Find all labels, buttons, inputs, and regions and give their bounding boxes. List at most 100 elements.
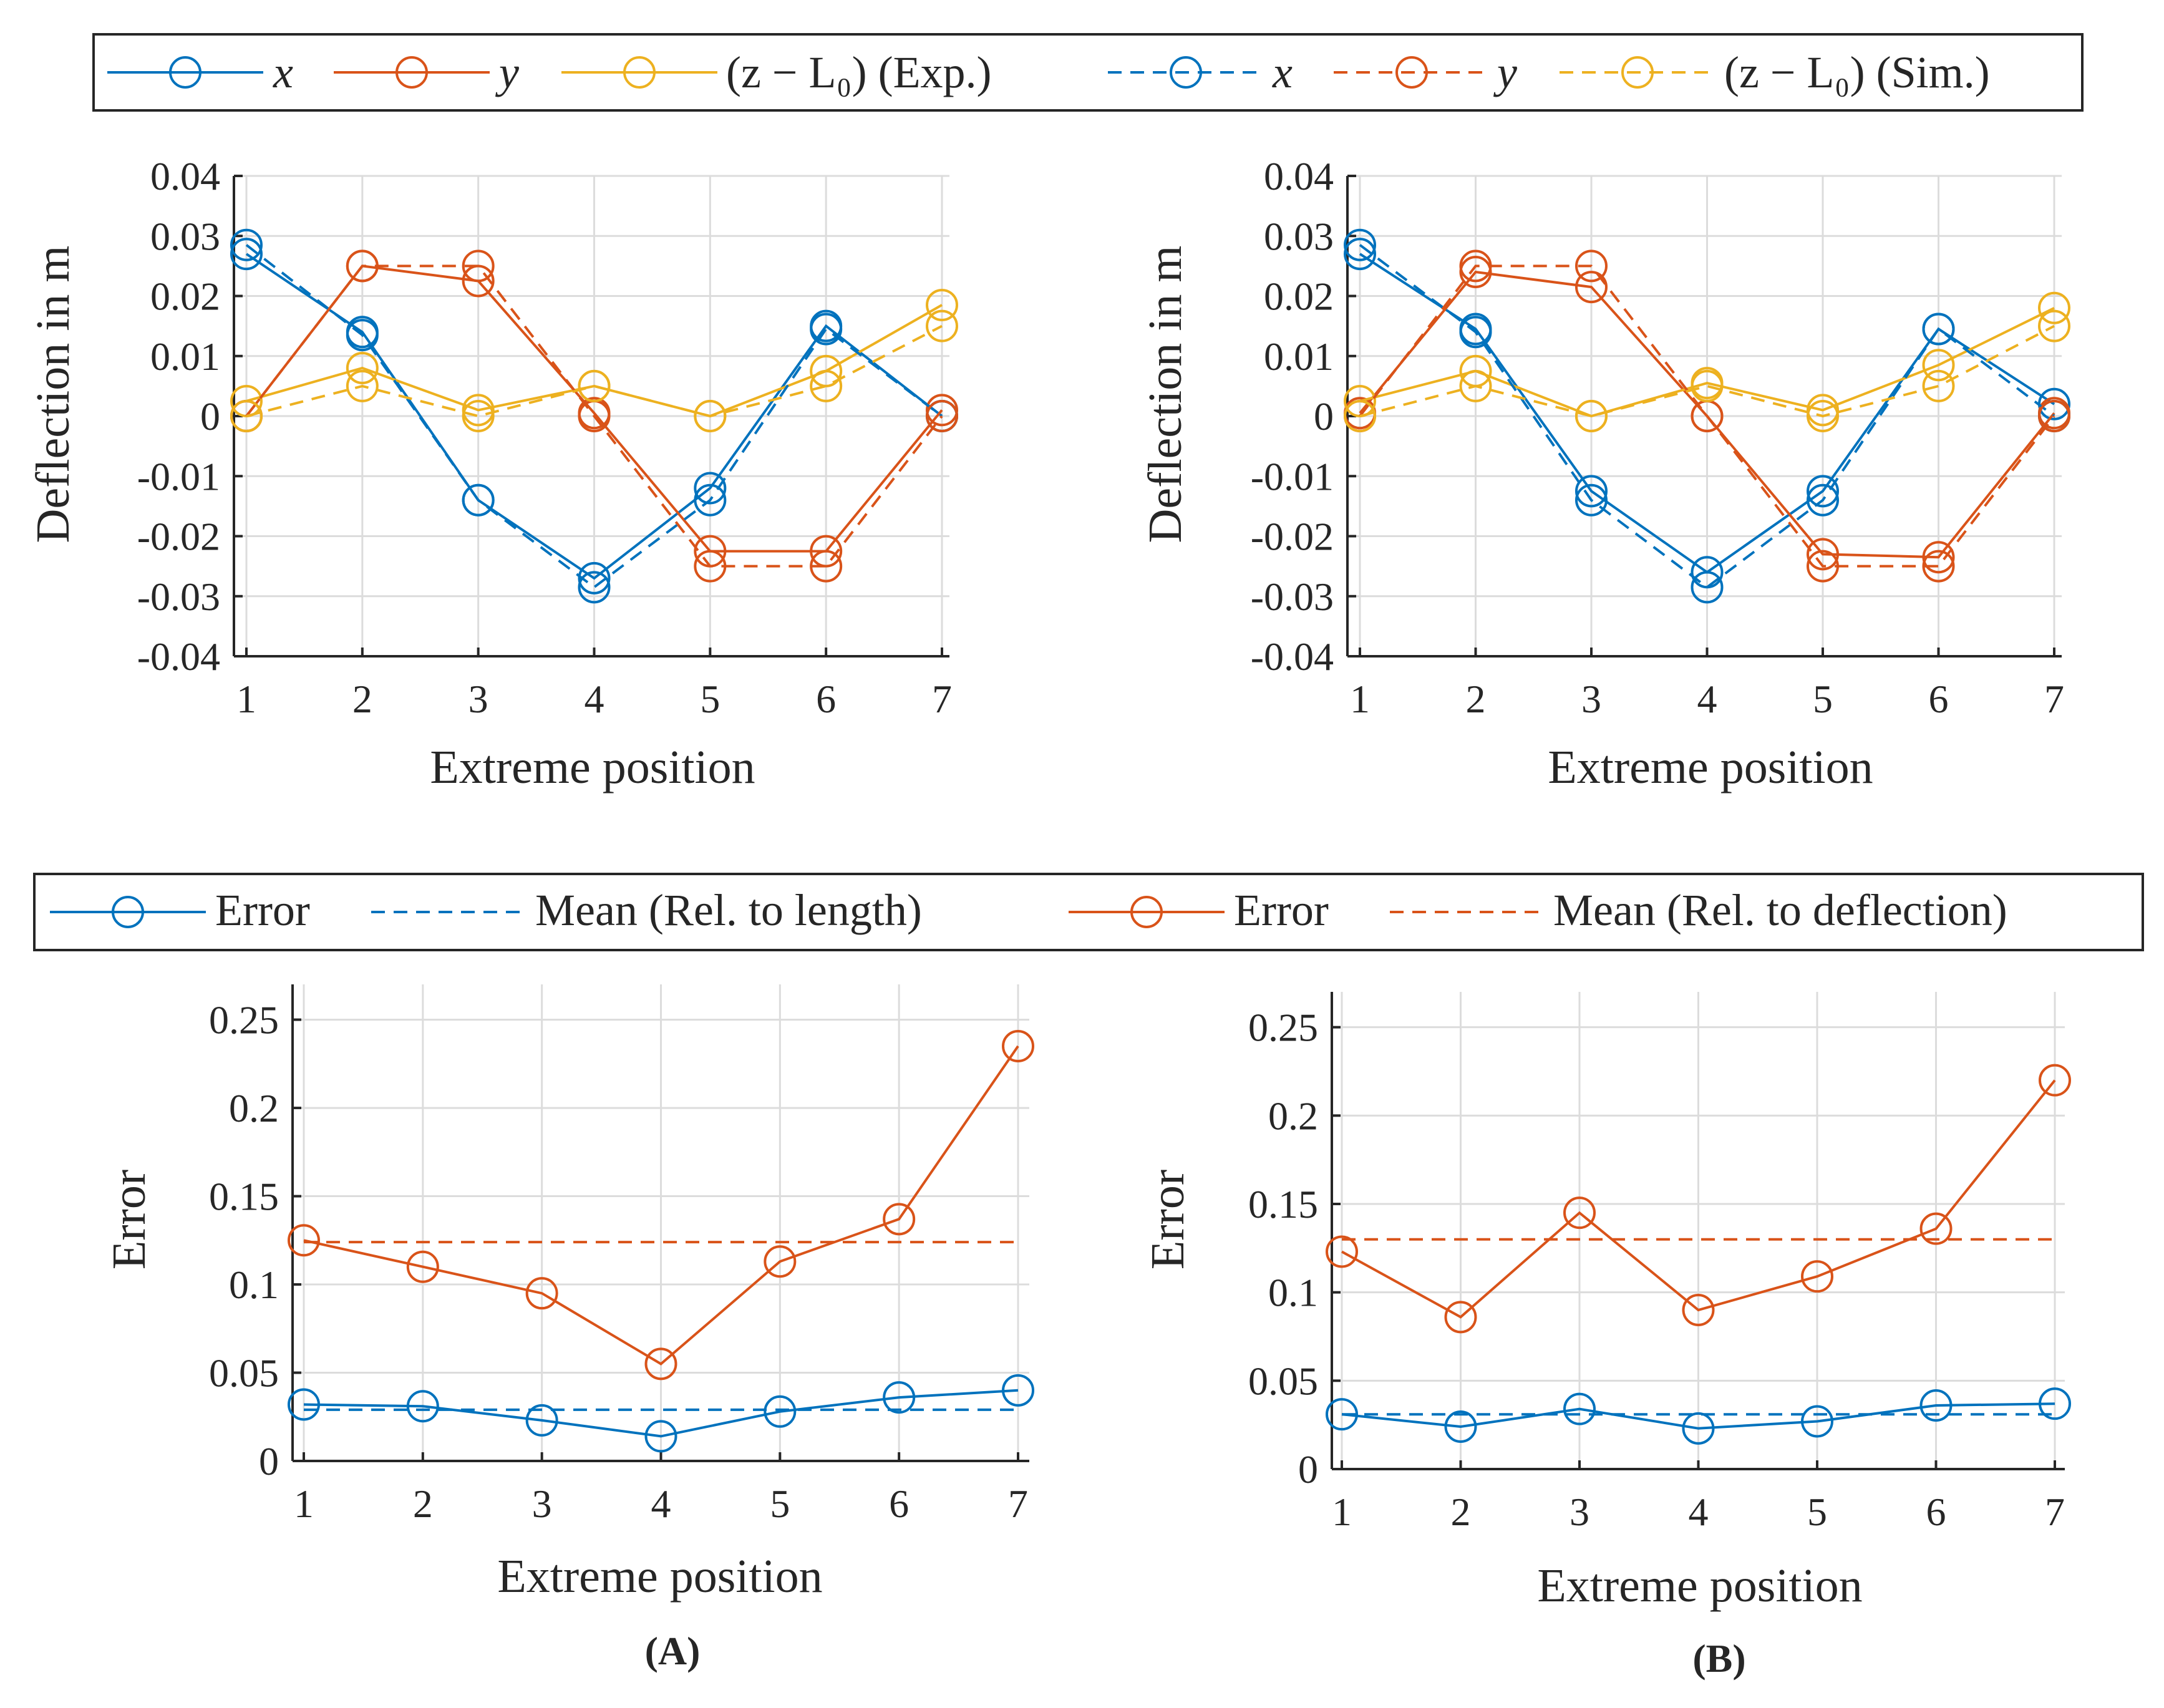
- data-point: [1807, 538, 1839, 571]
- data-point: [1801, 1405, 1833, 1438]
- data-point: [1459, 250, 1492, 283]
- data-point: [883, 1381, 916, 1414]
- data-point: [346, 319, 379, 352]
- x-tick-label: 6: [889, 1482, 909, 1526]
- data-point: [1344, 238, 1376, 271]
- series-line: [1341, 1079, 2056, 1319]
- x-tick-label: 5: [1807, 1490, 1827, 1534]
- legend-top: x y (z − L₀) (Exp.) x y (z − L₀) (Sim.): [92, 33, 2084, 112]
- legend-bottom-label: Mean (Rel. to length): [535, 885, 922, 935]
- data-point: [810, 535, 843, 568]
- xlabel-error-a: Extreme position: [497, 1550, 822, 1603]
- data-point: [2038, 400, 2070, 432]
- data-point: [926, 288, 958, 321]
- data-point: [2039, 1387, 2071, 1420]
- y-tick-label: 0.01: [150, 334, 220, 379]
- data-point: [1002, 1030, 1034, 1063]
- legend-top-label: y: [1493, 47, 1517, 97]
- series-line: [1359, 244, 2055, 589]
- y-tick-label: 0.02: [1264, 274, 1334, 319]
- y-tick-label: 0.1: [229, 1263, 279, 1307]
- legend-bottom: Error Mean (Rel. to length) Error Mean (…: [33, 873, 2144, 951]
- y-tick-label: 0.05: [1248, 1359, 1318, 1403]
- y-tick-label: 0.01: [1264, 334, 1334, 379]
- data-point: [1563, 1196, 1596, 1230]
- x-tick-label: 1: [1332, 1490, 1352, 1534]
- y-tick-label: 0: [200, 394, 220, 439]
- y-tick-label: -0.04: [1251, 634, 1334, 679]
- legend-bottom-entries: [50, 896, 1546, 928]
- data-point: [346, 250, 379, 283]
- legend-top-labels: x y (z − L₀) (Exp.) x y (z − L₀) (Sim.): [273, 47, 1990, 97]
- legend-marker-sample: [1130, 896, 1163, 928]
- data-point: [1002, 1374, 1034, 1407]
- legend-top-label: (z − L₀) (Exp.): [726, 47, 992, 97]
- x-tick-label: 2: [352, 677, 372, 721]
- data-point: [694, 400, 727, 432]
- y-tick-label: -0.03: [137, 575, 220, 619]
- y-tick-label: -0.01: [1251, 454, 1334, 498]
- x-tick-label: 7: [932, 677, 952, 721]
- data-point: [1575, 400, 1608, 432]
- x-tick-label: 5: [700, 677, 720, 721]
- data-point: [1807, 400, 1839, 432]
- legend-top-entries: [107, 56, 1715, 89]
- data-point: [1922, 313, 1955, 346]
- data-point: [462, 483, 495, 517]
- data-point: [1919, 1212, 1953, 1245]
- legend-top-label: (z − L₀) (Sim.): [1724, 47, 1990, 97]
- y-tick-label: 0: [1298, 1447, 1318, 1492]
- xlabel-error-b: Extreme position: [1537, 1560, 1862, 1612]
- y-tick-label: 0.04: [150, 154, 220, 198]
- data-point: [1807, 483, 1839, 517]
- plot-deflection-a: -0.04 -0.03 -0.02 -0.01 0 0.01 0.02 0.03 0.04 1 2 3…: [137, 154, 958, 721]
- data-point: [1682, 1412, 1715, 1445]
- plot-error-b: 0 0.05 0.1 0.15 0.2 0.25 1 2 3 4 5 6 7: [1248, 992, 2071, 1534]
- x-tick-label: 1: [236, 677, 256, 721]
- y-tick-label: 0: [259, 1439, 279, 1483]
- x-tick-label: 2: [1451, 1490, 1471, 1534]
- series-line: [1359, 264, 2055, 568]
- data-point: [288, 1388, 320, 1421]
- legend-top-label: x: [1272, 47, 1293, 97]
- x-tick-label: 1: [294, 1482, 314, 1526]
- data-point: [764, 1245, 797, 1278]
- data-point: [1444, 1410, 1477, 1443]
- data-point: [288, 1224, 320, 1257]
- ylabel-deflection-a: Deflection in m: [27, 246, 79, 543]
- x-tick-label: 3: [1581, 677, 1601, 721]
- legend-marker-sample: [1395, 56, 1428, 89]
- x-tick-label: 5: [1813, 677, 1833, 721]
- data-point: [2039, 1064, 2071, 1097]
- data-point: [578, 571, 611, 604]
- data-point: [1922, 349, 1955, 382]
- data-point: [1801, 1260, 1833, 1293]
- series-line: [1359, 324, 2055, 418]
- y-tick-label: 0.05: [209, 1351, 279, 1395]
- x-tick-label: 7: [1008, 1482, 1028, 1526]
- legend-bottom-labels: Error Mean (Rel. to length) Error Mean (…: [215, 885, 2007, 935]
- data-point: [1691, 556, 1724, 589]
- x-tick-label: 4: [651, 1482, 671, 1526]
- data-point: [578, 561, 611, 594]
- data-point: [810, 354, 843, 387]
- legend-bottom-label: Error: [1234, 885, 1329, 935]
- y-tick-label: 0.03: [1264, 214, 1334, 258]
- series-line: [303, 1045, 1019, 1366]
- x-tick-label: 4: [1697, 677, 1717, 721]
- data-point: [1444, 1301, 1477, 1334]
- series-line: [1341, 1402, 2055, 1430]
- xlabel-deflection-a: Extreme position: [430, 741, 755, 793]
- data-point: [462, 400, 495, 432]
- y-tick-label: -0.02: [137, 515, 220, 559]
- data-point: [1922, 369, 1955, 402]
- y-tick-label: 0.04: [1264, 154, 1334, 198]
- legend-marker-sample: [623, 56, 656, 89]
- y-tick-label: -0.02: [1251, 515, 1334, 559]
- y-tick-label: -0.01: [137, 454, 220, 498]
- plot-deflection-b: -0.04 -0.03 -0.02 -0.01 0 0.01 0.02 0.03 0.04 1 2 3…: [1251, 154, 2070, 721]
- data-point: [810, 369, 843, 402]
- data-point: [1922, 541, 1955, 574]
- legend-top-label: y: [495, 47, 519, 97]
